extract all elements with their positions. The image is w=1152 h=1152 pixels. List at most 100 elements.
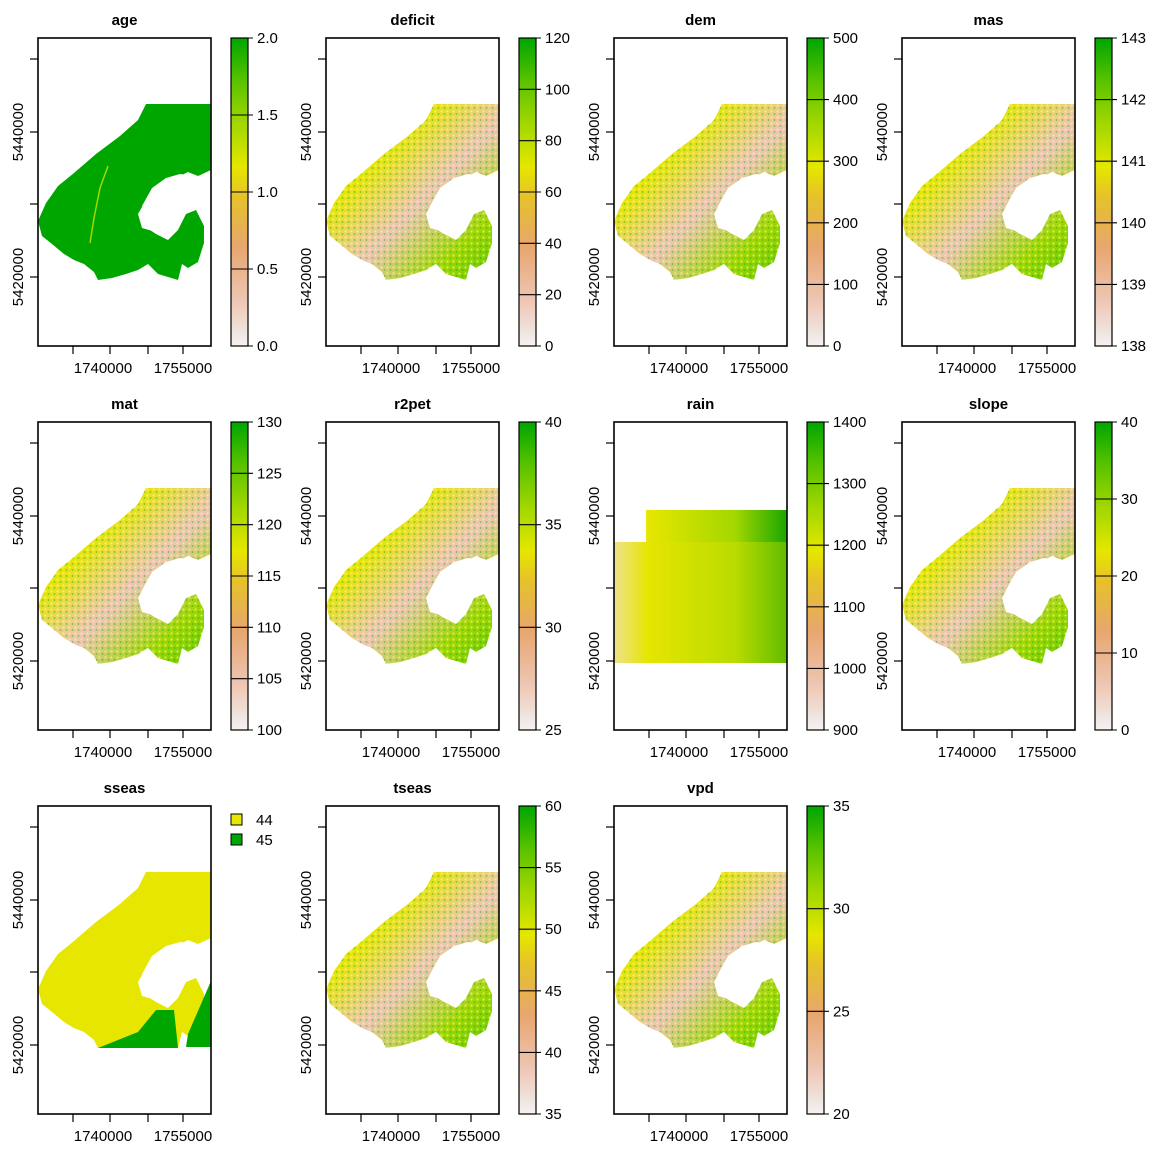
panel-title: mas bbox=[973, 12, 1003, 29]
y-tick-label: 5420000 bbox=[10, 1016, 27, 1074]
x-tick-label: 1755000 bbox=[154, 360, 212, 377]
colorbar-label: 10 bbox=[1121, 645, 1138, 662]
raster-texture bbox=[326, 104, 499, 280]
x-tick-label: 1755000 bbox=[1018, 744, 1076, 761]
colorbar-label: 40 bbox=[545, 1044, 562, 1061]
raster-fill bbox=[38, 104, 211, 280]
x-tick-label: 1755000 bbox=[730, 360, 788, 377]
plot-frame bbox=[613, 37, 788, 347]
colorbar-label: 60 bbox=[545, 798, 562, 815]
colorbar-label: 35 bbox=[545, 1106, 562, 1123]
colorbar-label: 120 bbox=[257, 517, 282, 534]
y-tick-label: 5440000 bbox=[298, 871, 315, 929]
y-tick-label: 5420000 bbox=[10, 248, 27, 306]
colorbar bbox=[807, 422, 824, 730]
harbour-mask bbox=[430, 174, 492, 240]
colorbar-label: 1200 bbox=[833, 537, 866, 554]
colorbar-label: 900 bbox=[833, 722, 858, 739]
colorbar-label: 1000 bbox=[833, 660, 866, 677]
colorbar-label: 0.0 bbox=[257, 338, 278, 355]
x-tick-label: 1755000 bbox=[442, 744, 500, 761]
map-panel-deficit: deficit 1740000 1755000 5440000 5420000 120 10… bbox=[298, 12, 570, 377]
colorbar-label: 50 bbox=[545, 921, 562, 938]
colorbar-label: 500 bbox=[833, 30, 858, 47]
raster-texture bbox=[614, 872, 787, 1048]
raster-texture bbox=[614, 104, 787, 280]
panel-title: rain bbox=[687, 396, 715, 413]
plot-frame bbox=[37, 805, 212, 1115]
map-panel-tseas: tseas 1740000 1755000 5440000 5420000 60 55 50 4… bbox=[298, 780, 562, 1145]
y-tick-label: 5420000 bbox=[586, 248, 603, 306]
colorbar-label: 0 bbox=[833, 338, 841, 355]
colorbar bbox=[1095, 38, 1112, 346]
raster-texture bbox=[326, 488, 499, 664]
x-tick-label: 1755000 bbox=[442, 1128, 500, 1145]
y-tick-label: 5440000 bbox=[10, 487, 27, 545]
x-tick-label: 1740000 bbox=[74, 744, 132, 761]
colorbar-label: 0 bbox=[1121, 722, 1129, 739]
plot-frame bbox=[613, 421, 788, 731]
colorbar-label: 20 bbox=[545, 287, 562, 304]
colorbar-label: 60 bbox=[545, 184, 562, 201]
raster-patch bbox=[186, 981, 211, 1047]
x-tick-label: 1755000 bbox=[730, 1128, 788, 1145]
colorbar-label: 125 bbox=[257, 465, 282, 482]
x-tick-label: 1740000 bbox=[362, 1128, 420, 1145]
x-tick-label: 1740000 bbox=[650, 360, 708, 377]
x-tick-label: 1740000 bbox=[362, 744, 420, 761]
harbour-mask bbox=[142, 942, 204, 1008]
raster-texture bbox=[38, 488, 211, 664]
colorbar-label: 120 bbox=[545, 30, 570, 47]
x-tick-label: 1755000 bbox=[154, 744, 212, 761]
colorbar-label: 30 bbox=[1121, 491, 1138, 508]
raster-streak bbox=[89, 165, 109, 244]
colorbar-label: 200 bbox=[833, 215, 858, 232]
y-tick-label: 5440000 bbox=[874, 487, 891, 545]
colorbar-label: 142 bbox=[1121, 92, 1146, 109]
colorbar bbox=[807, 806, 824, 1114]
colorbar-label: 30 bbox=[833, 901, 850, 918]
y-tick-label: 5440000 bbox=[298, 103, 315, 161]
legend-swatch bbox=[230, 833, 243, 846]
raster-fill bbox=[614, 510, 787, 663]
x-tick-label: 1740000 bbox=[938, 744, 996, 761]
y-tick-label: 5420000 bbox=[298, 248, 315, 306]
legend-swatch bbox=[230, 813, 243, 826]
y-tick-label: 5440000 bbox=[874, 103, 891, 161]
colorbar-label: 55 bbox=[545, 860, 562, 877]
colorbar-label: 1.0 bbox=[257, 184, 278, 201]
map-panel-vpd: vpd 1740000 1755000 5440000 5420000 35 30 25 20 bbox=[586, 780, 850, 1145]
colorbar-label: 400 bbox=[833, 92, 858, 109]
panel-title: deficit bbox=[390, 12, 434, 29]
harbour-mask bbox=[430, 942, 492, 1008]
colorbar-label: 80 bbox=[545, 133, 562, 150]
colorbar-label: 141 bbox=[1121, 153, 1146, 170]
colorbar-label: 45 bbox=[545, 983, 562, 1000]
plot-frame bbox=[325, 37, 500, 347]
map-panel-slope: slope 1740000 1755000 5440000 5420000 40 30 20 1… bbox=[874, 396, 1138, 761]
plot-frame bbox=[37, 421, 212, 731]
colorbar-label: 100 bbox=[833, 276, 858, 293]
plot-frame bbox=[901, 37, 1076, 347]
colorbar-label: 0 bbox=[545, 338, 553, 355]
colorbar bbox=[519, 806, 536, 1114]
harbour-mask bbox=[430, 558, 492, 624]
colorbar-label: 1.5 bbox=[257, 107, 278, 124]
colorbar-label: 1300 bbox=[833, 476, 866, 493]
x-tick-label: 1740000 bbox=[74, 1128, 132, 1145]
colorbar-label: 20 bbox=[1121, 568, 1138, 585]
raster-patch bbox=[98, 1010, 178, 1048]
colorbar bbox=[807, 38, 824, 346]
panel-title: dem bbox=[685, 12, 716, 29]
x-tick-label: 1755000 bbox=[730, 744, 788, 761]
plot-frame bbox=[325, 805, 500, 1115]
colorbar-label: 25 bbox=[545, 722, 562, 739]
map-panel-mat: mat 1740000 1755000 5440000 5420000 130 125 120… bbox=[10, 396, 282, 761]
y-tick-label: 5420000 bbox=[874, 632, 891, 690]
colorbar-label: 1100 bbox=[833, 599, 865, 616]
map-panel-dem: dem 1740000 1755000 5440000 5420000 500 400 300… bbox=[586, 12, 858, 377]
y-tick-label: 5420000 bbox=[298, 1016, 315, 1074]
y-tick-label: 5420000 bbox=[586, 1016, 603, 1074]
harbour-mask bbox=[718, 174, 780, 240]
